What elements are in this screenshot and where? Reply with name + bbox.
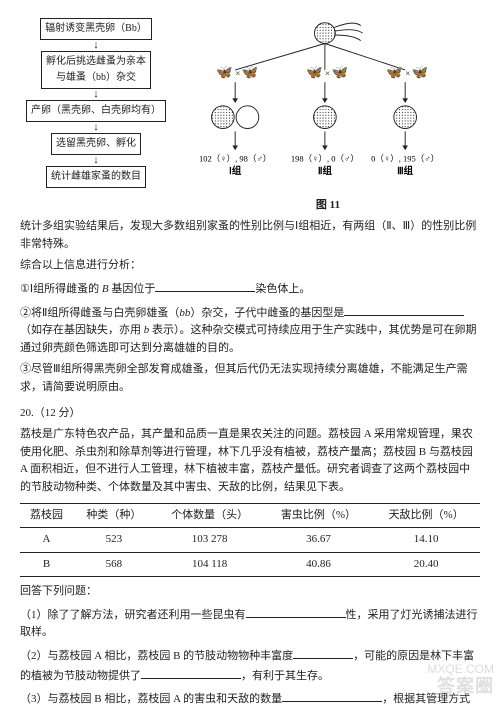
th: 个体数量（头） — [155, 503, 265, 528]
paragraph: 综合以上信息进行分析： — [20, 257, 480, 275]
diagram-svg: 🦋×🦋 🦋×🦋 🦋×🦋 102（♀）, 98（♂） Ⅰ组 198（♀）, 0（♂… — [176, 18, 436, 188]
svg-text:102（♀）, 98（♂）: 102（♀）, 98（♂） — [199, 154, 271, 164]
td: B — [20, 552, 73, 577]
figure-caption: 图 11 — [176, 197, 480, 215]
italic-bb: bb — [179, 307, 190, 319]
text: ①Ⅰ组所得雌蚤的 — [20, 283, 102, 295]
td: A — [20, 528, 73, 553]
blank — [141, 666, 241, 679]
svg-text:198（♀）, 0（♂）: 198（♀）, 0（♂） — [291, 154, 359, 164]
answer-intro: 回答下列问题： — [20, 583, 480, 601]
blank — [344, 303, 464, 316]
text: （如存在基因缺失，亦用 — [20, 324, 144, 336]
answer-3: （3）与荔枝园 B 相比，荔枝园 A 的害虫和天敌的数量，根据其管理方式分析，主… — [20, 689, 480, 707]
text: （3）与荔枝园 B 相比，荔枝园 A 的害虫和天敌的数量 — [20, 693, 282, 705]
blank — [282, 689, 382, 702]
th: 天敌比例（%） — [372, 503, 480, 528]
flow-arrow: ↓ — [26, 40, 166, 51]
text: 染色体上。 — [255, 283, 310, 295]
flow-arrow: ↓ — [26, 122, 166, 133]
svg-text:🦋: 🦋 — [216, 65, 233, 80]
flow-step-5: 统计雌雄家蚤的数目 — [46, 166, 146, 188]
blank — [155, 279, 255, 292]
td: 523 — [73, 528, 155, 553]
answer-2: （2）与荔枝园 A 相比，荔枝园 B 的节肢动物物种丰富度，可能的原因是林下丰富… — [20, 646, 480, 685]
text: ，有利于其生存。 — [241, 670, 329, 682]
svg-text:Ⅱ组: Ⅱ组 — [318, 165, 333, 177]
flow-chart: 辐射诱变黑壳卵（Bb） ↓ 孵化后挑选雌蚤为亲本 与雄蚤（bb）杂交 ↓ 产卵（… — [20, 18, 166, 188]
table-header-row: 荔枝园 种类（种） 个体数量（头） 害虫比例（%） 天敌比例（%） — [20, 503, 480, 528]
svg-text:Ⅰ组: Ⅰ组 — [229, 165, 242, 177]
table-row: B 568 104 118 40.86 20.40 — [20, 552, 480, 577]
question-3: ③尽管Ⅲ组所得黑壳卵全部发育成雄蚤，但其后代仍无法实现持续分离雄雄，不能满足生产… — [20, 361, 480, 396]
td: 14.10 — [372, 528, 480, 553]
th: 害虫比例（%） — [265, 503, 373, 528]
figure-block: 辐射诱变黑壳卵（Bb） ↓ 孵化后挑选雌蚤为亲本 与雄蚤（bb）杂交 ↓ 产卵（… — [20, 18, 480, 214]
flow-step-4: 选留黑壳卵、孵化 — [51, 133, 141, 155]
italic-B: B — [102, 283, 109, 295]
section-20-body: 荔枝是广东特色农产品，其产量和品质一直是果农关注的问题。荔枝园 A 采用常规管理… — [20, 426, 480, 496]
flow-step-2: 孵化后挑选雌蚤为亲本 与雄蚤（bb）杂交 — [41, 51, 151, 89]
th: 种类（种） — [73, 503, 155, 528]
td: 36.67 — [265, 528, 373, 553]
question-2: ②将Ⅱ组所得雌蚤与白壳卵雄蚤（bb）杂交，子代中雌蚤的基因型是 （如存在基因缺失，… — [20, 303, 480, 358]
flow-arrow: ↓ — [26, 155, 166, 166]
th: 荔枝园 — [20, 503, 73, 528]
td: 568 — [73, 552, 155, 577]
svg-text:×: × — [325, 70, 330, 80]
svg-text:0（♀）, 195（♂）: 0（♀）, 195（♂） — [371, 154, 436, 164]
text: （1）除了了解方法，研究者还利用一些昆虫有 — [20, 609, 246, 621]
question-1: ①Ⅰ组所得雌蚤的 B 基因位于 染色体上。 — [20, 279, 480, 299]
flow-step-3: 产卵（黑壳卵、白壳卵均有） — [26, 100, 166, 122]
svg-text:🦋: 🦋 — [412, 65, 429, 80]
svg-text:🦋: 🦋 — [386, 65, 403, 80]
td: 104 118 — [155, 552, 265, 577]
data-table: 荔枝园 种类（种） 个体数量（头） 害虫比例（%） 天敌比例（%） A 523 … — [20, 503, 480, 578]
svg-text:🦋: 🦋 — [306, 65, 323, 80]
flow-arrow: ↓ — [26, 89, 166, 100]
answer-1: （1）除了了解方法，研究者还利用一些昆虫有性，采用了灯光诱捕法进行取样。 — [20, 605, 480, 642]
td: 20.40 — [372, 552, 480, 577]
svg-text:×: × — [235, 70, 240, 80]
td: 103 278 — [155, 528, 265, 553]
svg-text:🦋: 🦋 — [242, 65, 259, 80]
svg-text:Ⅲ组: Ⅲ组 — [397, 165, 414, 177]
text: （2）与荔枝园 A 相比，荔枝园 B 的节肢动物物种丰富度 — [20, 650, 293, 662]
section-20-title: 20.（12 分） — [20, 405, 480, 423]
watermark: 答案圈 — [437, 672, 494, 701]
cross-diagram: 🦋×🦋 🦋×🦋 🦋×🦋 102（♀）, 98（♂） Ⅰ组 198（♀）, 0（♂… — [176, 18, 480, 214]
blank — [293, 646, 353, 659]
td: 40.86 — [265, 552, 373, 577]
text: ）杂交，子代中雌蚤的基因型是 — [190, 307, 344, 319]
flow-step-1: 辐射诱变黑壳卵（Bb） — [40, 18, 152, 40]
text: ②将Ⅱ组所得雌蚤与白壳卵雄蚤（ — [20, 307, 179, 319]
table-row: A 523 103 278 36.67 14.10 — [20, 528, 480, 553]
blank — [246, 605, 346, 618]
text: 基因位于 — [109, 283, 156, 295]
svg-text:🦋: 🦋 — [332, 65, 349, 80]
svg-text:×: × — [405, 70, 410, 80]
paragraph: 统计多组实验结果后，发现大多数组别家蚤的性别比例与Ⅰ组相近，有两组（Ⅱ、Ⅲ）的性… — [20, 218, 480, 253]
